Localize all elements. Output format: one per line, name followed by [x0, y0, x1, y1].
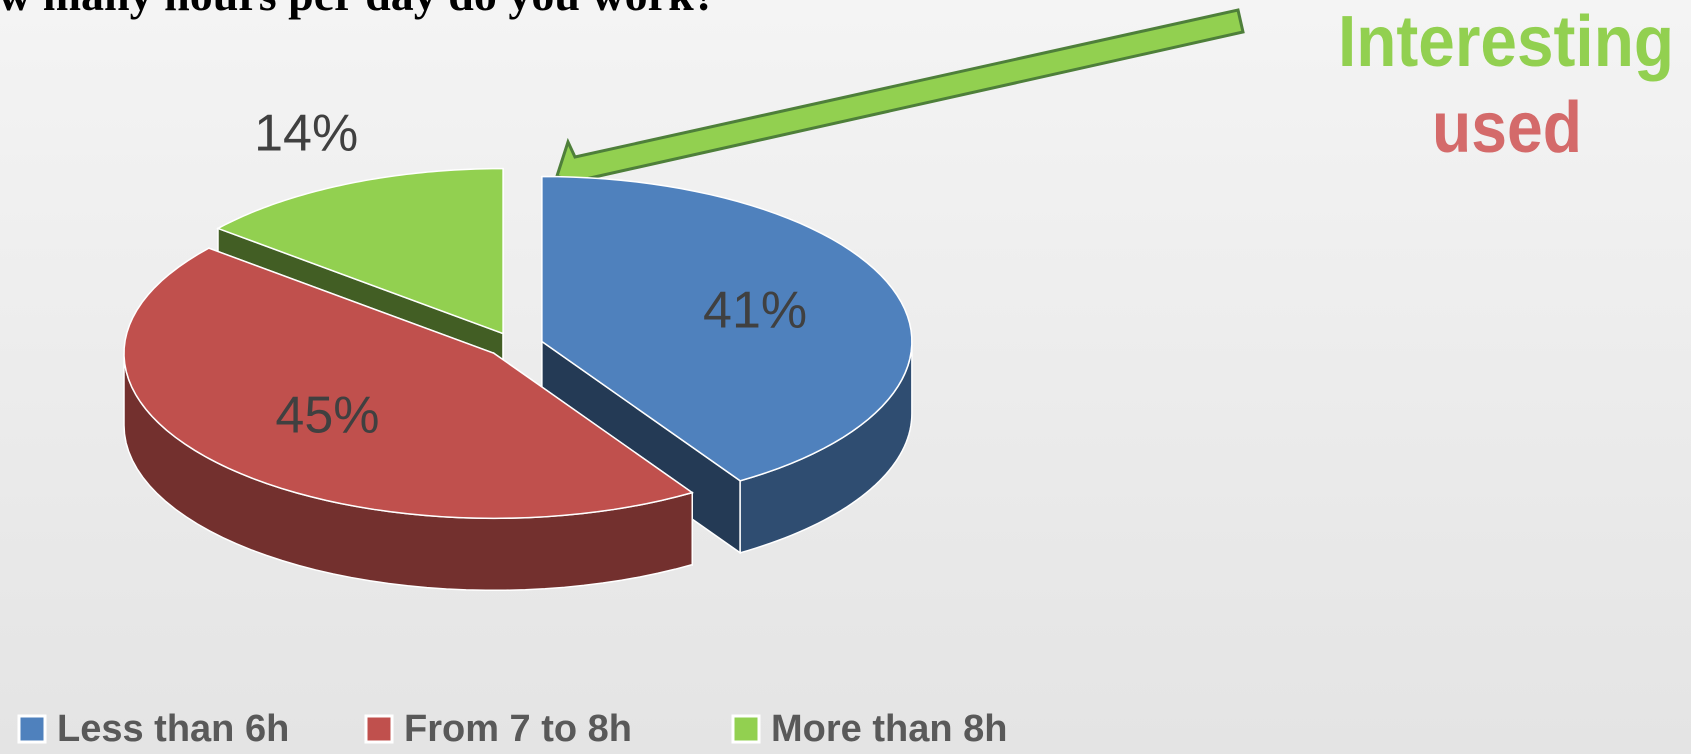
legend-swatch	[364, 714, 394, 744]
annotation: used	[1432, 88, 1582, 168]
slice	[216, 167, 504, 335]
annotation: Interesting	[1338, 2, 1674, 82]
slice	[541, 175, 913, 482]
chart-title: w many hours per day do you work?	[0, 0, 717, 20]
data-label: 14%	[254, 105, 358, 163]
data-label: 41%	[703, 282, 807, 340]
data-label: 45%	[275, 387, 379, 445]
legend-label: From 7 to 8h	[404, 708, 632, 750]
legend-label: Less than 6h	[57, 708, 289, 750]
legend-swatch	[731, 714, 761, 744]
legend-label: More than 8h	[771, 708, 1007, 750]
slice	[123, 247, 694, 520]
legend-swatch	[17, 714, 47, 744]
legend: Less than 6h From 7 to 8h More than 8h	[17, 708, 1007, 750]
pie: 41% 45% 14%	[123, 105, 913, 592]
